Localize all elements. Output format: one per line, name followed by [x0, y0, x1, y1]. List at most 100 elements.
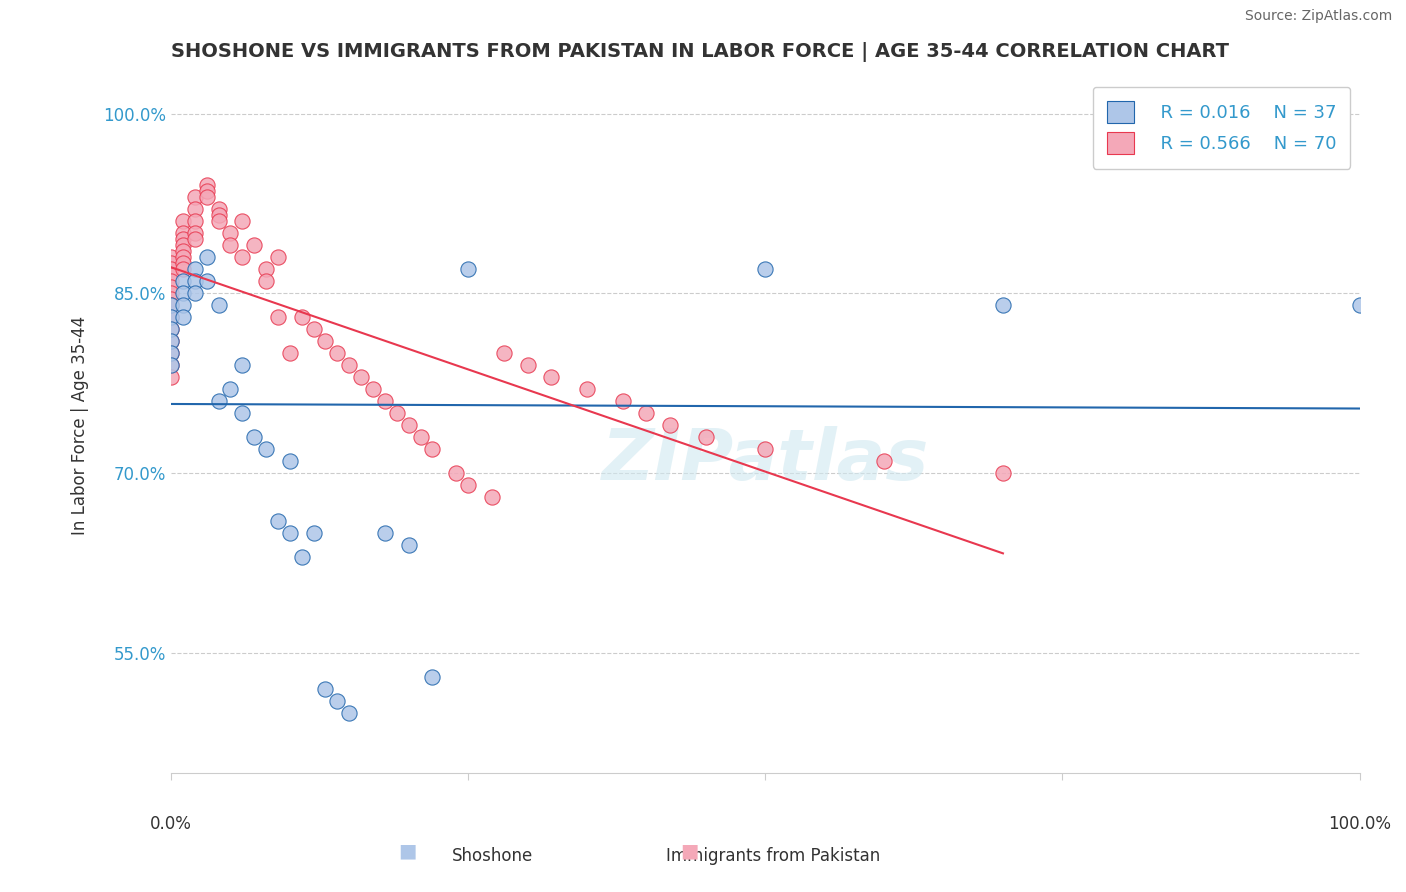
Point [302, 526, 325, 541]
Point [184, 274, 207, 288]
Point [172, 251, 194, 265]
Point [172, 232, 194, 246]
Point [291, 310, 314, 325]
Point [267, 310, 290, 325]
Text: Immigrants from Pakistan: Immigrants from Pakistan [666, 847, 880, 865]
Point [754, 442, 776, 457]
Point [160, 251, 183, 265]
Point [207, 298, 229, 312]
Point [184, 232, 207, 246]
Point [991, 298, 1014, 312]
Text: ZIPatlas: ZIPatlas [602, 425, 929, 494]
Point [267, 251, 290, 265]
Point [291, 550, 314, 565]
Point [160, 322, 183, 336]
Point [398, 418, 420, 433]
Text: Source: ZipAtlas.com: Source: ZipAtlas.com [1244, 9, 1392, 23]
Point [172, 238, 194, 252]
Point [326, 694, 349, 708]
Text: Shoshone: Shoshone [451, 847, 533, 865]
Point [172, 244, 194, 259]
Point [243, 238, 266, 252]
Point [516, 359, 538, 373]
Point [160, 334, 183, 349]
Point [172, 227, 194, 241]
Text: ■: ■ [398, 842, 418, 861]
Point [160, 256, 183, 270]
Point [350, 370, 373, 384]
Point [243, 430, 266, 444]
Point [172, 274, 194, 288]
Point [1348, 298, 1371, 312]
Point [278, 454, 301, 468]
Point [385, 406, 408, 420]
Point [873, 454, 896, 468]
Point [219, 238, 242, 252]
Point [457, 262, 479, 277]
Point [231, 406, 253, 420]
Point [184, 214, 207, 228]
Point [540, 370, 562, 384]
Point [160, 310, 183, 325]
Point [422, 442, 444, 457]
Point [315, 681, 337, 696]
Text: SHOSHONE VS IMMIGRANTS FROM PAKISTAN IN LABOR FORCE | AGE 35-44 CORRELATION CHAR: SHOSHONE VS IMMIGRANTS FROM PAKISTAN IN … [172, 42, 1229, 62]
Point [195, 251, 218, 265]
Point [219, 227, 242, 241]
Point [207, 214, 229, 228]
Point [457, 478, 479, 492]
Point [278, 346, 301, 360]
Point [374, 526, 396, 541]
Point [160, 359, 183, 373]
Point [695, 430, 717, 444]
Point [195, 190, 218, 204]
Point [160, 334, 183, 349]
Point [160, 310, 183, 325]
Point [207, 394, 229, 409]
Point [160, 280, 183, 294]
Point [172, 262, 194, 277]
Point [172, 214, 194, 228]
Point [172, 286, 194, 301]
Point [160, 359, 183, 373]
Point [278, 526, 301, 541]
Point [754, 262, 776, 277]
Point [374, 394, 396, 409]
Point [315, 334, 337, 349]
Point [160, 274, 183, 288]
Point [398, 538, 420, 552]
Point [219, 382, 242, 396]
Point [195, 178, 218, 193]
Point [337, 706, 360, 720]
Point [254, 442, 277, 457]
Point [254, 274, 277, 288]
Point [409, 430, 432, 444]
Point [195, 185, 218, 199]
Point [207, 209, 229, 223]
Point [302, 322, 325, 336]
Text: 0.0%: 0.0% [150, 815, 193, 833]
Point [172, 310, 194, 325]
Point [195, 274, 218, 288]
Point [267, 514, 290, 528]
Point [422, 670, 444, 684]
Point [231, 251, 253, 265]
Point [160, 370, 183, 384]
Point [172, 298, 194, 312]
Point [492, 346, 515, 360]
Point [172, 256, 194, 270]
Point [184, 202, 207, 217]
Point [231, 214, 253, 228]
Point [481, 490, 503, 504]
Point [326, 346, 349, 360]
Point [160, 293, 183, 307]
Point [337, 359, 360, 373]
Point [612, 394, 634, 409]
Point [160, 268, 183, 283]
Point [160, 286, 183, 301]
Point [184, 286, 207, 301]
Legend:   R = 0.016    N = 37,   R = 0.566    N = 70: R = 0.016 N = 37, R = 0.566 N = 70 [1092, 87, 1351, 169]
Point [160, 262, 183, 277]
Point [207, 202, 229, 217]
Point [231, 359, 253, 373]
